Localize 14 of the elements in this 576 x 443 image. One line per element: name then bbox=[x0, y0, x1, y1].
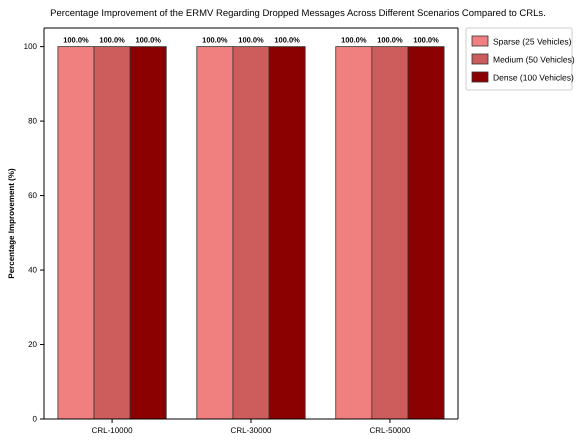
x-tick-label: CRL-50000 bbox=[369, 426, 411, 435]
legend-label: Sparse (25 Vehicles) bbox=[493, 36, 572, 46]
y-tick-label: 80 bbox=[28, 116, 38, 126]
legend-label: Dense (100 Vehicles) bbox=[493, 72, 574, 82]
chart-title: Percentage Improvement of the ERMV Regarding Dropped Messages Across Different Scenarios Compared to CRLs. bbox=[50, 8, 546, 19]
y-axis-title: Percentage Improvement (%) bbox=[7, 168, 16, 279]
y-tick-label: 0 bbox=[32, 414, 38, 424]
x-tick-label: CRL-10000 bbox=[92, 426, 134, 435]
y-tick-label: 60 bbox=[28, 191, 38, 200]
y-tick-label: 20 bbox=[28, 340, 38, 350]
y-tick-label: 100 bbox=[24, 42, 38, 52]
x-tick-label: CRL-30000 bbox=[230, 426, 272, 435]
y-tick-label: 40 bbox=[28, 266, 38, 275]
legend-label: Medium (50 Vehicles) bbox=[493, 54, 575, 64]
